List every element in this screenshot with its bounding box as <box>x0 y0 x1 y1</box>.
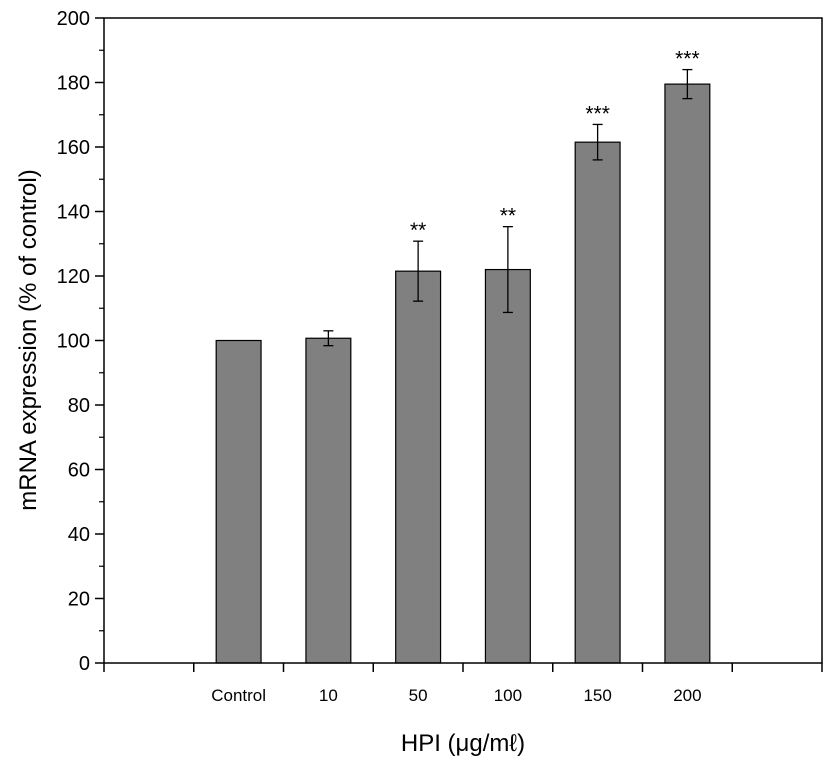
x-axis-label: HPI (μg/mℓ) <box>401 730 525 757</box>
y-tick-label: 140 <box>57 202 90 224</box>
x-tick-label: 200 <box>673 686 701 705</box>
significance-marker: *** <box>675 48 700 71</box>
y-tick-label: 60 <box>68 460 90 482</box>
bar <box>664 83 711 664</box>
y-tick-label: 120 <box>57 266 90 288</box>
x-tick-label: 150 <box>583 686 611 705</box>
significance-markers: ********** <box>410 48 700 243</box>
y-axis-label: mRNA expression (% of control) <box>15 169 42 510</box>
bar <box>215 339 262 664</box>
bar <box>484 268 531 664</box>
y-tick-label: 40 <box>68 524 90 546</box>
y-tick-label: 200 <box>57 8 90 30</box>
bar <box>574 141 621 664</box>
bars <box>215 83 711 664</box>
y-tick-label: 80 <box>68 395 90 417</box>
significance-marker: ** <box>500 205 516 228</box>
x-tick-label: Control <box>211 686 266 705</box>
y-axis-ticks: 0 20 40 60 80 100 120 140 160 180 200 <box>57 8 104 675</box>
significance-marker: ** <box>410 219 426 242</box>
y-tick-label: 0 <box>79 653 90 675</box>
error-bars <box>323 68 693 347</box>
x-tick-label: 10 <box>319 686 338 705</box>
y-tick-label: 180 <box>57 73 90 95</box>
bar <box>395 270 442 664</box>
y-tick-label: 100 <box>57 331 90 353</box>
significance-marker: *** <box>585 102 610 125</box>
plot-frame <box>103 17 823 664</box>
y-tick-label: 160 <box>57 137 90 159</box>
x-tick-label: 100 <box>494 686 522 705</box>
x-tick-label: 50 <box>409 686 428 705</box>
y-tick-label: 20 <box>68 589 90 611</box>
x-axis-ticks: Control 10 50 100 150 200 <box>103 663 823 705</box>
bar <box>305 337 352 664</box>
